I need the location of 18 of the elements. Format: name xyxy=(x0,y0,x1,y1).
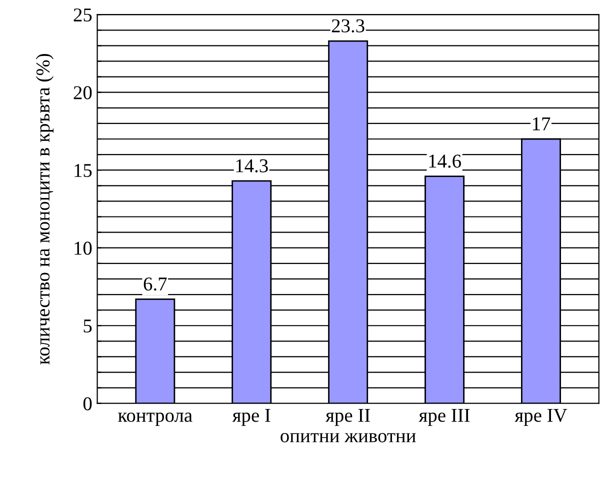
y-tick-label: 25 xyxy=(74,8,92,22)
data-label: 23.3 xyxy=(332,19,364,32)
data-label: 14.3 xyxy=(236,159,268,172)
data-label: 6.7 xyxy=(144,278,167,291)
data-label: 14.6 xyxy=(429,154,461,168)
x-tick-label: яре III xyxy=(418,409,470,426)
y-tick-label: 0 xyxy=(83,397,92,410)
y-tick-label: 15 xyxy=(74,164,92,178)
x-axis-title: опитни животни xyxy=(280,432,416,442)
x-tick-label: контрола xyxy=(118,412,192,426)
y-axis-title: количество на моноцити в кръвта (%) xyxy=(36,54,54,364)
y-tick-label: 20 xyxy=(74,86,92,100)
y-tick-label: 10 xyxy=(74,242,92,255)
data-label: 17 xyxy=(532,117,550,130)
y-tick-label: 5 xyxy=(84,320,92,333)
x-tick-label: яре IV xyxy=(514,409,568,426)
x-tick-label: яре II xyxy=(326,409,370,426)
x-tick-label: яре I xyxy=(232,409,270,426)
